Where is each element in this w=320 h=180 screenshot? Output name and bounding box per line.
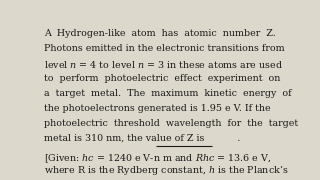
Text: to  perform  photoelectric  effect  experiment  on: to perform photoelectric effect experime… [44,74,281,83]
Text: photoelectric  threshold  wavelength  for  the  target: photoelectric threshold wavelength for t… [44,119,299,128]
Text: the photoelectrons generated is 1.95 e V. If the: the photoelectrons generated is 1.95 e V… [44,104,271,113]
Text: level $n$ = 4 to level $n$ = 3 in these atoms are used: level $n$ = 4 to level $n$ = 3 in these … [44,59,284,70]
Text: [Given: $hc$ = 1240 e V-n m and $Rhc$ = 13.6 e V,: [Given: $hc$ = 1240 e V-n m and $Rhc$ = … [44,152,272,165]
Text: constant and $c$ is the speed of light in vacuum]: constant and $c$ is the speed of light i… [44,179,271,180]
Text: Photons emitted in the electronic transitions from: Photons emitted in the electronic transi… [44,44,285,53]
Text: metal is 310 nm, the value of Z is           .: metal is 310 nm, the value of Z is . [44,134,241,143]
Text: where R is the Rydberg constant, $h$ is the Planck’s: where R is the Rydberg constant, $h$ is … [44,164,289,177]
Text: A  Hydrogen-like  atom  has  atomic  number  Z.: A Hydrogen-like atom has atomic number Z… [44,29,276,38]
Text: a  target  metal.  The  maximum  kinetic  energy  of: a target metal. The maximum kinetic ener… [44,89,292,98]
